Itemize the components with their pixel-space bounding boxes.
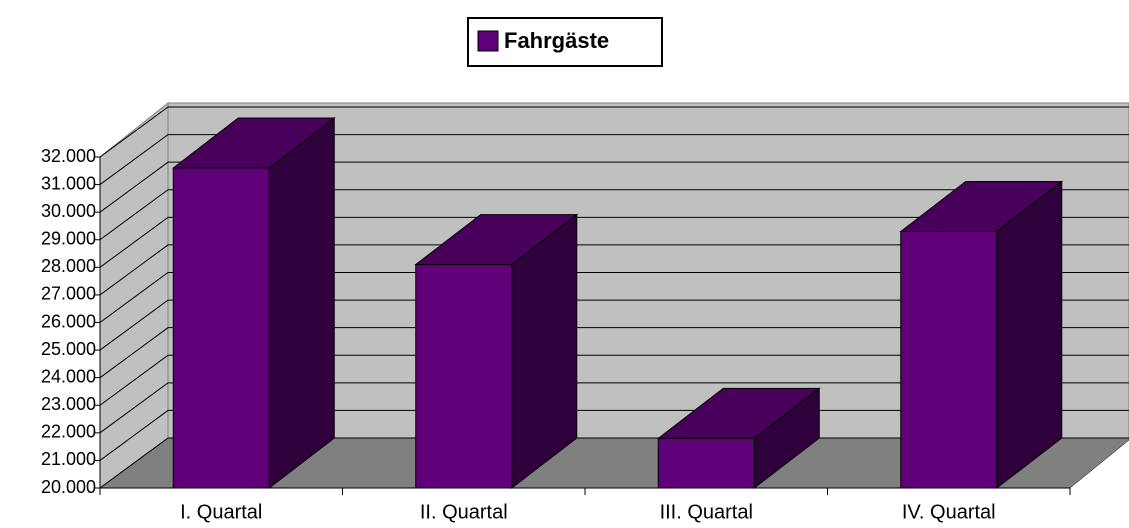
y-tick-label: 21.000: [41, 449, 96, 469]
grid-line: [99, 244, 1129, 296]
bar-front: [657, 437, 755, 489]
x-tick-label: II. Quartal: [420, 501, 508, 523]
grid-line: [99, 189, 1129, 241]
y-tick-label: 22.000: [41, 422, 96, 442]
grid-line: [99, 161, 1129, 213]
y-tick-label: 20.000: [41, 477, 96, 497]
y-tick-label: 30.000: [41, 201, 96, 221]
grid-line: [99, 106, 1129, 158]
grid-line: [99, 354, 1129, 406]
bar-front: [900, 230, 998, 489]
side-wall: [99, 101, 169, 489]
legend-swatch: [477, 30, 499, 52]
y-tick-label: 24.000: [41, 366, 96, 386]
bar-front: [172, 167, 270, 489]
y-tick-label: 32.000: [41, 146, 96, 166]
legend: Fahrgäste: [467, 17, 663, 67]
bar-front: [415, 264, 513, 489]
bar: [171, 117, 336, 490]
bar: [899, 180, 1064, 490]
grid-line: [99, 272, 1129, 323]
x-tick-label: I. Quartal: [180, 501, 262, 523]
legend-box: [467, 17, 663, 67]
y-tick-label: 29.000: [41, 229, 96, 249]
y-tick-label: 25.000: [41, 339, 96, 359]
grid-line: [99, 216, 1129, 268]
bar-side: [996, 180, 1063, 490]
x-tick-label: IV. Quartal: [902, 501, 996, 523]
bar: [656, 387, 821, 490]
y-tick-label: 23.000: [41, 394, 96, 414]
y-tick-label: 28.000: [41, 256, 96, 276]
y-tick-label: 31.000: [41, 173, 96, 193]
legend-label: Fahrgäste: [504, 28, 609, 53]
bars: [171, 117, 1064, 490]
y-tick-label: 27.000: [41, 284, 96, 304]
grid-line: [99, 134, 1129, 185]
grid: [99, 106, 1129, 489]
bar: [414, 213, 579, 490]
bar-side: [268, 117, 335, 490]
y-tick-label: 26.000: [41, 311, 96, 331]
grid-line: [99, 327, 1129, 379]
x-tick-label: III. Quartal: [660, 501, 753, 523]
grid-line: [99, 299, 1129, 351]
grid-line: [99, 382, 1129, 434]
